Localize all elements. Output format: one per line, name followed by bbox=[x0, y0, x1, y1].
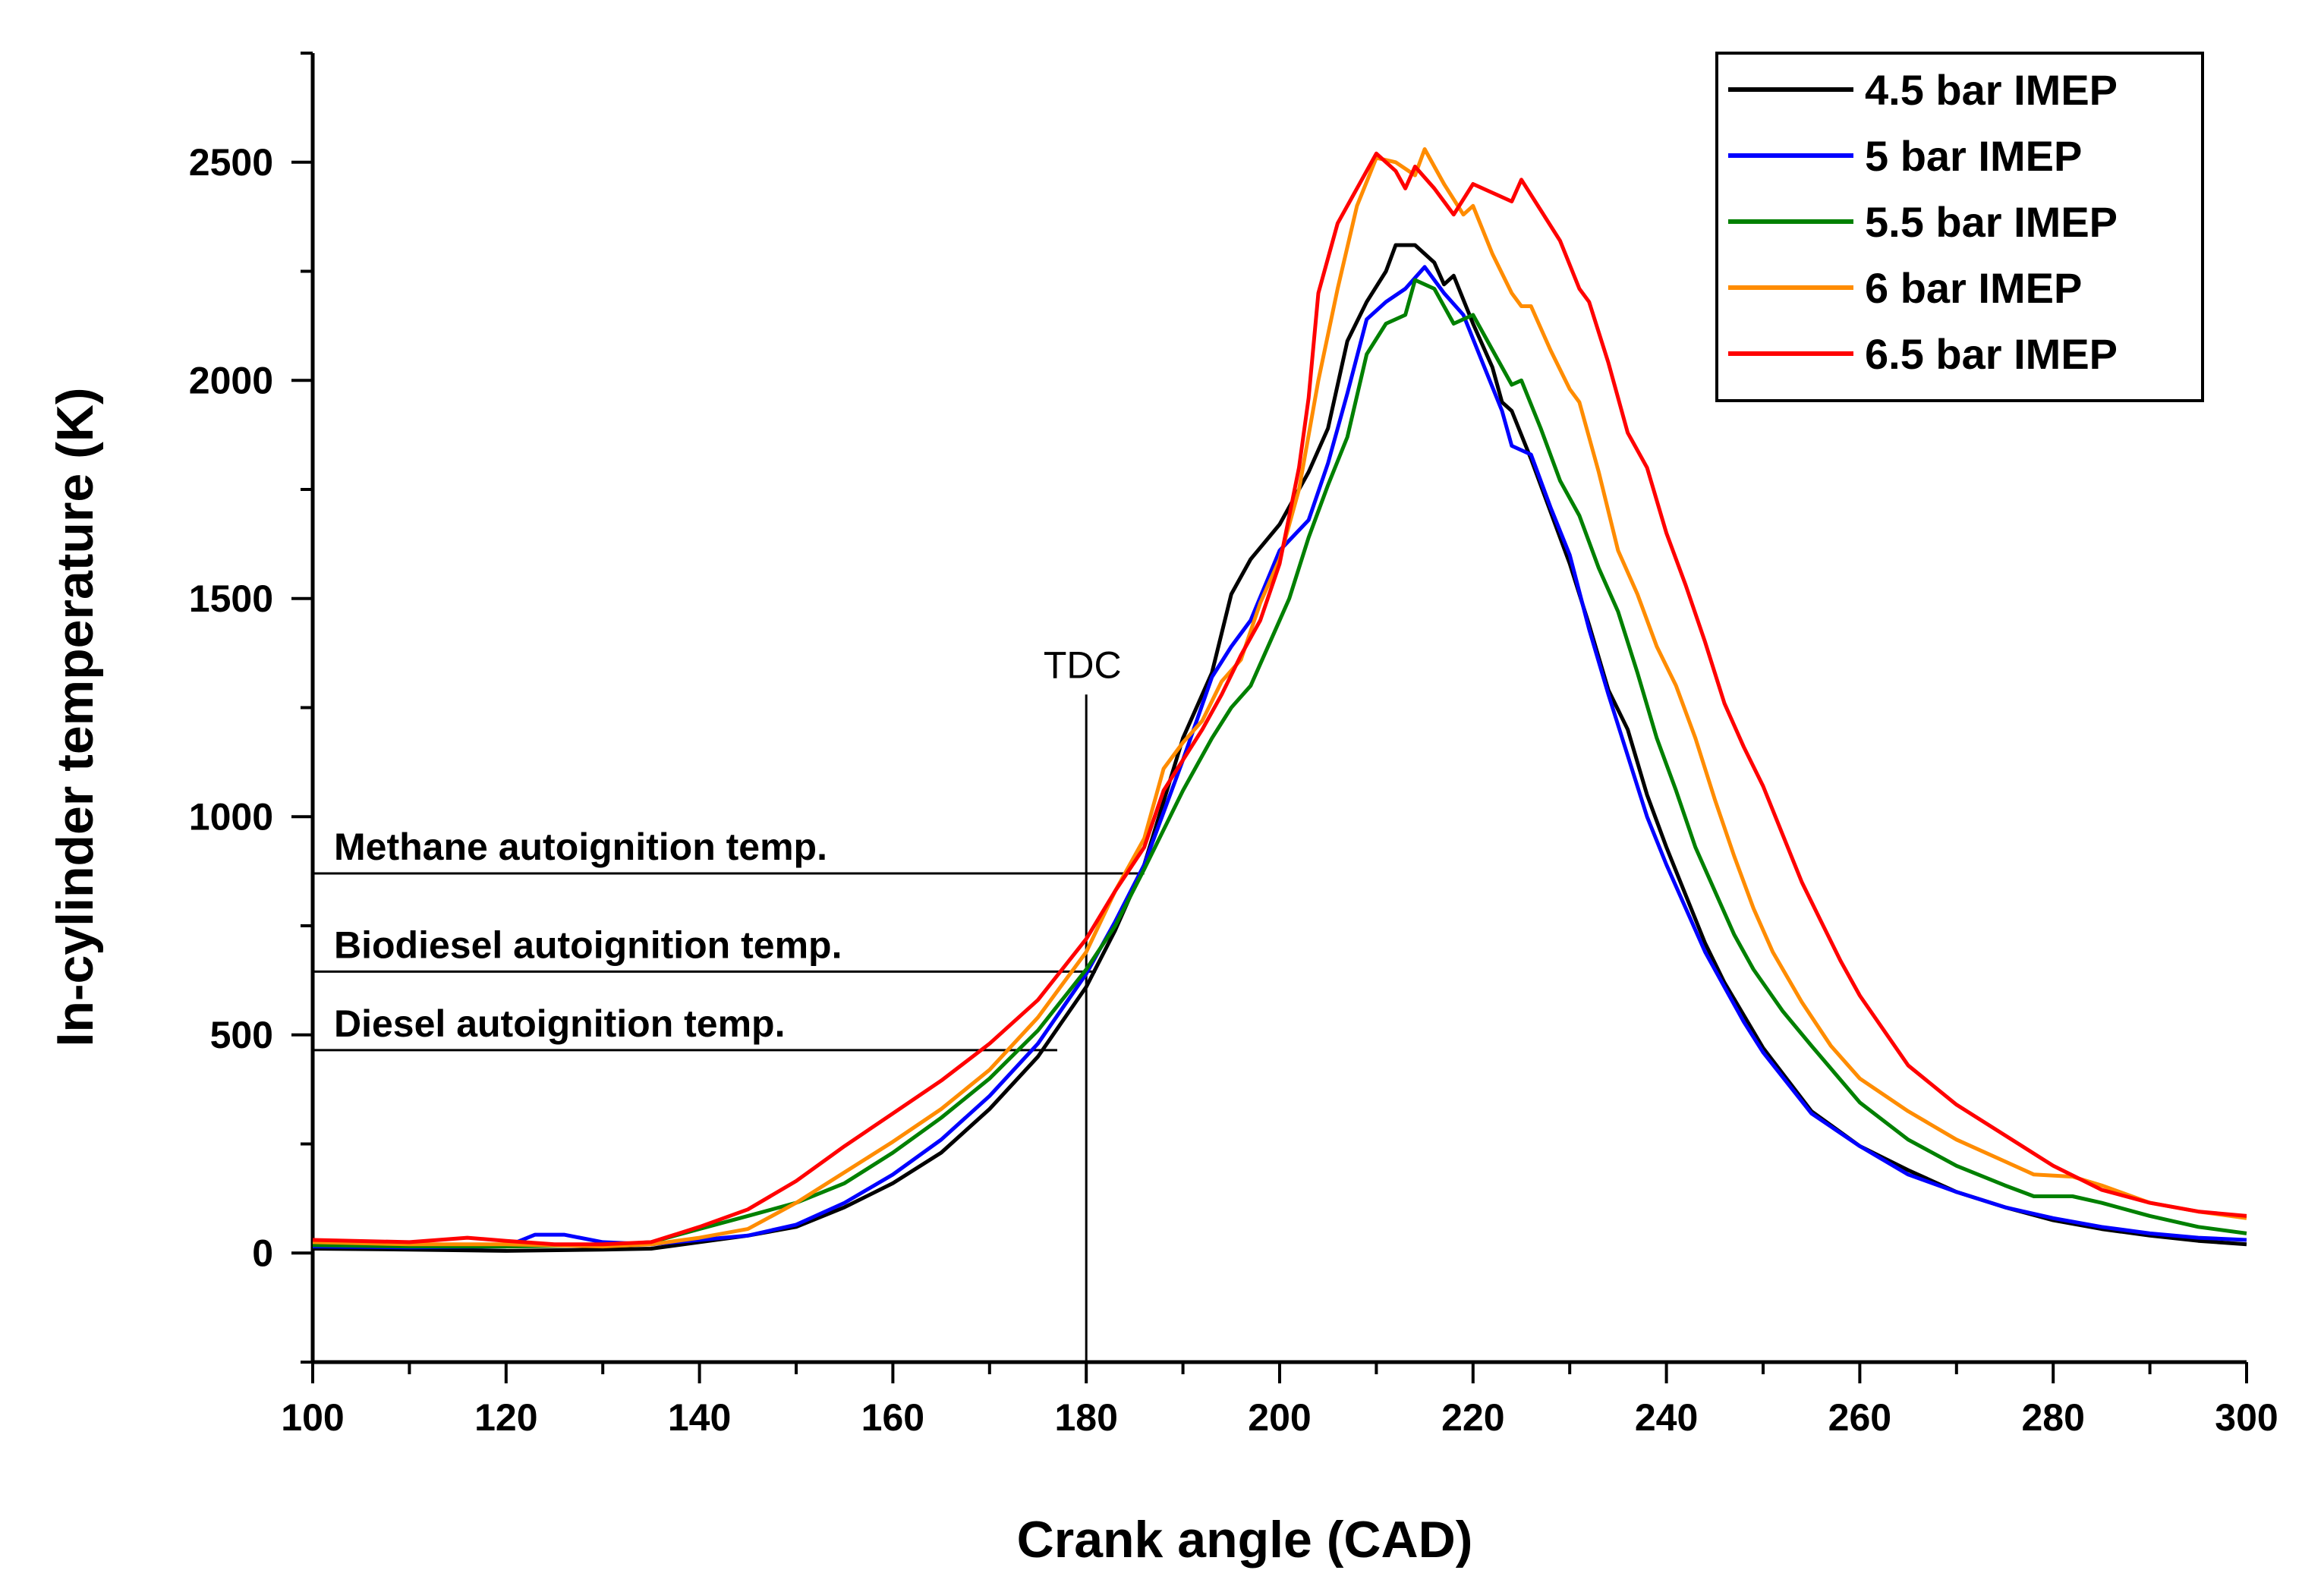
y-tick-label: 1000 bbox=[189, 795, 273, 838]
legend-label-4: 6 bar IMEP bbox=[1865, 264, 2082, 312]
y-tick-label: 500 bbox=[210, 1014, 273, 1056]
series-line-5 bbox=[312, 151, 2247, 1247]
legend-label-3: 5.5 bar IMEP bbox=[1865, 198, 2118, 246]
legend-label-1: 4.5 bar IMEP bbox=[1865, 66, 2118, 114]
reference-label-1: Methane autoignition temp. bbox=[334, 826, 827, 868]
x-tick-label: 220 bbox=[1441, 1396, 1504, 1439]
series-line-2 bbox=[312, 265, 2247, 1250]
x-tick-label: 180 bbox=[1054, 1396, 1117, 1439]
y-tick-label: 2000 bbox=[189, 359, 273, 401]
ticks: 100 120 140 160 180 200 220 240 260 280 300 0 500 100… bbox=[189, 52, 2278, 1439]
reference-lines: Methane autoignition temp. Biodiesel auto… bbox=[313, 643, 1145, 1362]
reference-label-2: Biodiesel autoignition temp. bbox=[334, 924, 842, 966]
x-axis-title: Crank angle (CAD) bbox=[1017, 1511, 1473, 1569]
x-tick-label: 300 bbox=[2215, 1396, 2278, 1439]
legend-box bbox=[1715, 52, 2204, 402]
x-tick-label: 120 bbox=[474, 1396, 537, 1439]
reference-label-3: Diesel autoignition temp. bbox=[334, 1002, 785, 1045]
y-tick-label: 1500 bbox=[189, 577, 273, 620]
legend-label-5: 6.5 bar IMEP bbox=[1865, 330, 2118, 378]
legend: 4.5 bar IMEP 5 bar IMEP 5.5 bar IMEP 6 bar … bbox=[1715, 52, 2204, 402]
x-tick-label: 240 bbox=[1635, 1396, 1698, 1439]
tdc-label: TDC bbox=[1044, 643, 1122, 686]
series-line-1 bbox=[312, 243, 2247, 1253]
y-tick-label: 0 bbox=[252, 1232, 273, 1274]
x-tick-label: 140 bbox=[668, 1396, 731, 1439]
x-tick-label: 100 bbox=[281, 1396, 344, 1439]
series-line-4 bbox=[312, 147, 2247, 1249]
series-lines bbox=[312, 147, 2247, 1253]
y-tick-label: 2500 bbox=[189, 141, 273, 184]
x-tick-label: 260 bbox=[1828, 1396, 1891, 1439]
series-line-3 bbox=[312, 278, 2247, 1249]
y-axis-title: In-cylinder temperature (K) bbox=[46, 387, 104, 1046]
x-tick-label: 200 bbox=[1248, 1396, 1311, 1439]
x-tick-label: 280 bbox=[2021, 1396, 2084, 1439]
legend-label-2: 5 bar IMEP bbox=[1865, 132, 2082, 180]
x-tick-label: 160 bbox=[861, 1396, 924, 1439]
